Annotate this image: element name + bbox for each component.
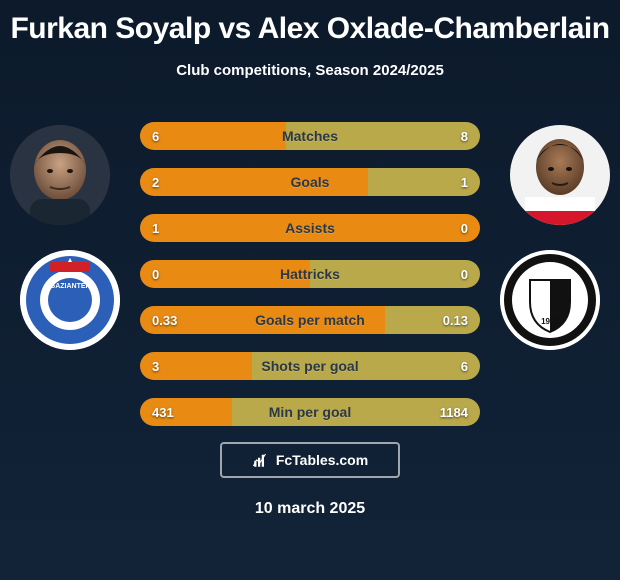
comparison-card: Furkan Soyalp vs Alex Oxlade-Chamberlain… (0, 0, 620, 580)
stat-row: 2 Goals 1 (140, 168, 480, 196)
stat-row: 3 Shots per goal 6 (140, 352, 480, 380)
page-title: Furkan Soyalp vs Alex Oxlade-Chamberlain (0, 0, 620, 50)
stat-row: 431 Min per goal 1184 (140, 398, 480, 426)
subtitle: Club competitions, Season 2024/2025 (0, 62, 620, 79)
stat-label: Min per goal (269, 404, 351, 420)
stat-label: Matches (282, 128, 338, 144)
player-right-avatar (510, 125, 610, 225)
svg-text:B J K: B J K (533, 264, 566, 274)
stat-left-value: 6 (152, 129, 159, 144)
stat-right-value: 0 (461, 267, 468, 282)
stat-left-value: 0 (152, 267, 159, 282)
stat-right-value: 8 (461, 129, 468, 144)
stat-right-value: 1184 (440, 405, 468, 420)
stat-row: 0.33 Goals per match 0.13 (140, 306, 480, 334)
stat-right-value: 0 (461, 221, 468, 236)
stat-right-value: 6 (461, 359, 468, 374)
svg-text:1903: 1903 (541, 317, 559, 326)
stat-right-value: 0.13 (443, 313, 468, 328)
brand-badge: FcTables.com (220, 442, 400, 478)
brand-text: FcTables.com (276, 452, 368, 468)
stat-row: 6 Matches 8 (140, 122, 480, 150)
date-text: 10 march 2025 (0, 500, 620, 518)
stat-row: 1 Assists 0 (140, 214, 480, 242)
stat-left-value: 0.33 (152, 313, 177, 328)
stat-label: Assists (285, 220, 335, 236)
player-left-avatar (10, 125, 110, 225)
stats-rows: 6 Matches 8 2 Goals 1 1 Assists 0 0 Hattricks 0 0.33… (140, 122, 480, 426)
stat-row: 0 Hattricks 0 (140, 260, 480, 288)
stat-label: Goals (291, 174, 330, 190)
stat-right-value: 1 (461, 175, 468, 190)
chart-icon (252, 451, 270, 469)
stat-label: Goals per match (255, 312, 365, 328)
stat-left-value: 1 (152, 221, 159, 236)
stat-left-value: 3 (152, 359, 159, 374)
stat-left-value: 431 (152, 405, 174, 420)
club-left-logo: GAZIANTEP (20, 250, 120, 350)
svg-text:GAZIANTEP: GAZIANTEP (50, 283, 91, 290)
stat-left-value: 2 (152, 175, 159, 190)
stat-label: Hattricks (280, 266, 340, 282)
stat-label: Shots per goal (261, 358, 358, 374)
club-right-logo: B J K 1903 (500, 250, 600, 350)
